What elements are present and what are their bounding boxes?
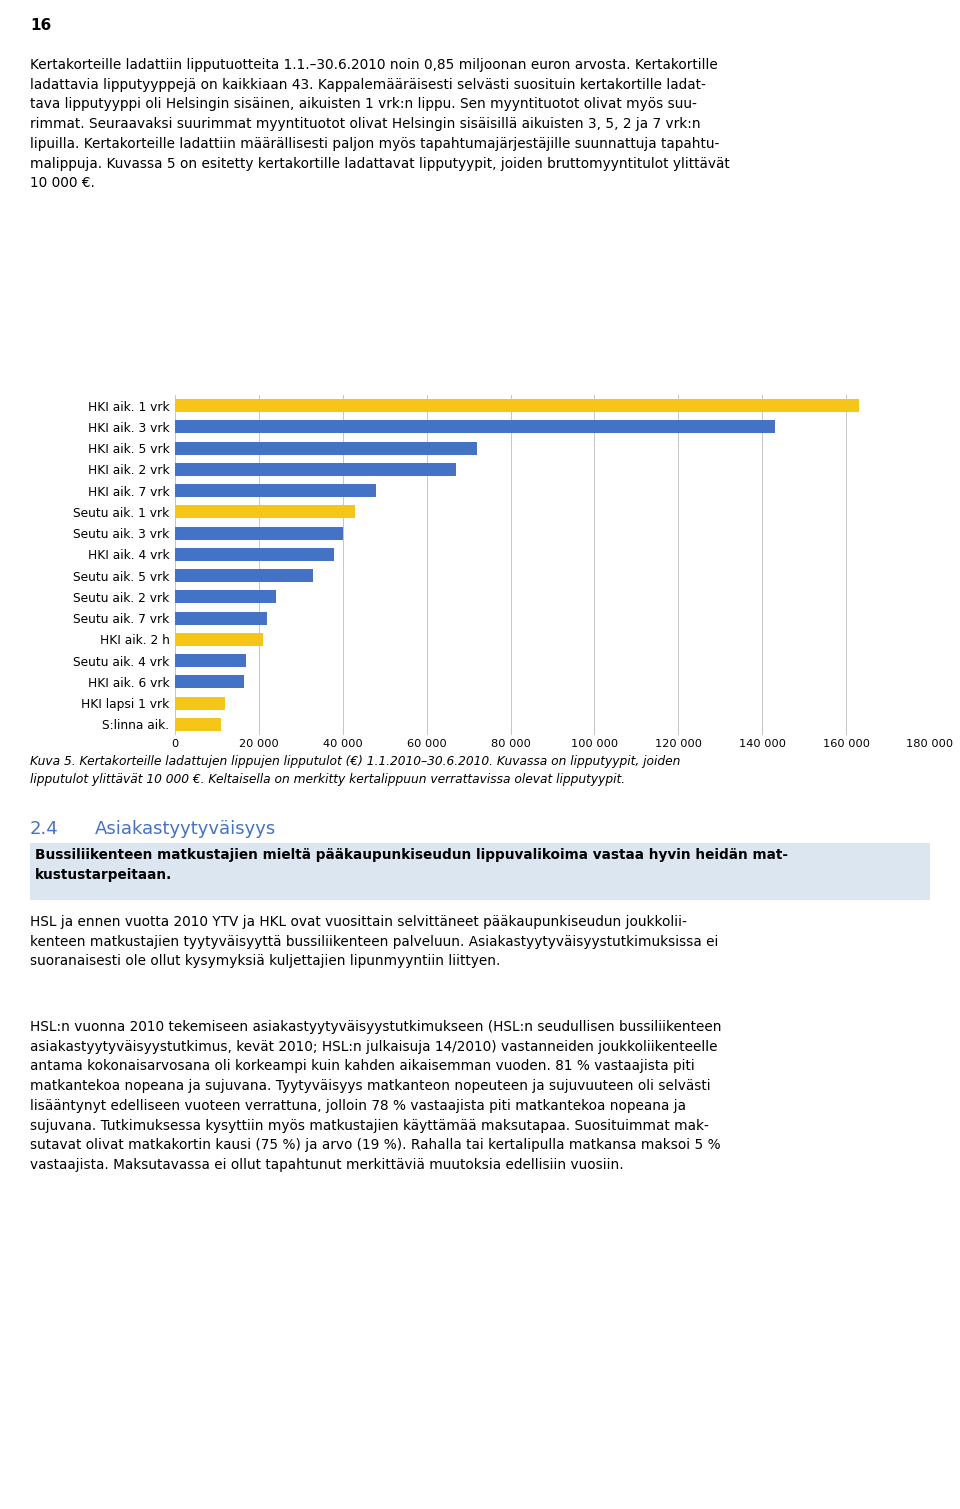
Text: 2.4: 2.4 [30, 819, 59, 837]
Bar [175, 463, 456, 475]
Bar [175, 548, 334, 561]
Text: Asiakastyytyväisyys: Asiakastyytyväisyys [95, 819, 276, 837]
Bar [175, 527, 343, 540]
Text: Kertakorteille ladattiin lipputuotteita 1.1.–30.6.2010 noin 0,85 miljoonan euron: Kertakorteille ladattiin lipputuotteita … [30, 57, 730, 190]
Text: HSL ja ennen vuotta 2010 YTV ja HKL ovat vuosittain selvittäneet pääkaupunkiseud: HSL ja ennen vuotta 2010 YTV ja HKL ovat… [30, 914, 718, 969]
Bar [175, 421, 775, 433]
Bar [175, 506, 355, 519]
Bar [175, 676, 244, 688]
Bar [175, 718, 221, 730]
Text: Kuva 5. Kertakorteille ladattujen lippujen lipputulot (€) 1.1.2010–30.6.2010. Ku: Kuva 5. Kertakorteille ladattujen lippuj… [30, 754, 681, 786]
Bar [175, 442, 477, 454]
Bar [175, 632, 263, 646]
Bar [175, 569, 313, 582]
Bar [175, 590, 276, 604]
Bar [175, 611, 267, 625]
Bar [175, 697, 226, 709]
Text: 16: 16 [30, 18, 51, 33]
Bar [175, 653, 247, 667]
Text: Bussiliikenteen matkustajien mieltä pääkaupunkiseudun lippuvalikoima vastaa hyvi: Bussiliikenteen matkustajien mieltä pääk… [35, 848, 788, 881]
Text: HSL:n vuonna 2010 tekemiseen asiakastyytyväisyystutkimukseen (HSL:n seudullisen : HSL:n vuonna 2010 tekemiseen asiakastyyt… [30, 1020, 722, 1172]
Bar [175, 398, 858, 412]
Bar [175, 484, 376, 496]
